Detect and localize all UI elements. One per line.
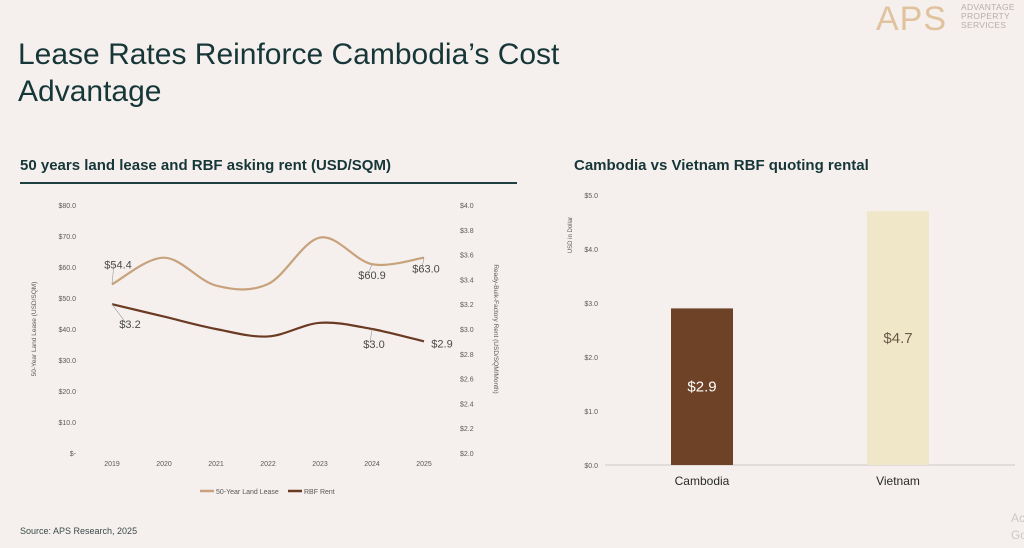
right-axis-tick-label: $3.2 (460, 302, 474, 309)
left-axis-tick-label: $50.0 (58, 296, 76, 303)
x-axis-tick-label: 2023 (312, 461, 328, 468)
right-axis-tick-label: $3.0 (460, 327, 474, 334)
page-title: Lease Rates Reinforce Cambodia’s Cost Ad… (18, 38, 560, 108)
legend-label-rbf-rent: RBF Rent (304, 489, 335, 496)
bar-data-label: $4.7 (883, 330, 912, 347)
x-axis-tick-label: 2022 (260, 461, 276, 468)
left-axis-tick-label: $- (70, 451, 77, 458)
right-axis-tick-label: $2.4 (460, 401, 474, 408)
rbf-rent-data-label: $3.0 (363, 339, 384, 351)
left-axis-tick-label: $30.0 (58, 358, 76, 365)
right-axis-tick-label: $2.6 (460, 377, 474, 384)
x-axis-tick-label: 2021 (208, 461, 224, 468)
x-axis-tick-label: 2020 (156, 461, 172, 468)
bar-chart: $5.0 $4.0 $3.0 $2.0 $1.0 $0.0 USD in Dollar $2.… (568, 193, 1015, 488)
logo-text: ADVANTAGE PROPERTY SERVICES (961, 3, 1015, 30)
right-axis-tick-label: $2.0 (460, 451, 474, 458)
land-lease-data-label: $63.0 (412, 264, 440, 276)
bar-cambodia (671, 308, 733, 465)
data-label-leader (421, 257, 425, 268)
logo-line: SERVICES (961, 20, 1007, 30)
data-label-leader (369, 328, 373, 344)
left-axis-title: 50-Year Land Lease (USD/SQM) (31, 282, 38, 377)
line-chart-title: 50 years land lease and RBF asking rent … (20, 157, 391, 174)
y-axis-tick-label: $5.0 (584, 193, 598, 200)
aps-logo: APS ADVANTAGE PROPERTY SERVICES (876, 1, 1024, 39)
logo-line: PROPERTY (961, 11, 1011, 21)
y-axis-tick-label: $4.0 (584, 247, 598, 254)
right-axis-title: Ready-Bulk-Factory Rent (USD/SQM/Month) (492, 264, 499, 393)
left-axis-tick-label: $80.0 (58, 203, 76, 210)
right-axis-tick-label: $2.2 (460, 426, 474, 433)
logo-line: ADVANTAGE (961, 2, 1015, 12)
source-note: Source: APS Research, 2025 (20, 526, 138, 536)
x-axis-tick-label: 2019 (104, 461, 120, 468)
right-axis-tick-label: $3.6 (460, 253, 474, 260)
bar-data-label: $2.9 (687, 379, 716, 396)
category-label: Cambodia (675, 474, 730, 488)
y-axis-tick-label: $1.0 (584, 409, 598, 416)
data-label-leader (111, 263, 115, 285)
logo-mark: APS (876, 0, 948, 38)
rbf-rent-line (111, 303, 425, 343)
right-axis-tick-label: $2.8 (460, 352, 474, 359)
left-axis-tick-label: $20.0 (58, 389, 76, 396)
data-label-leader (367, 264, 373, 275)
line-chart: $80.0 $70.0 $60.0 $50.0 $40.0 $30.0 $20.0 $10.0… (31, 203, 499, 496)
left-axis-tick-label: $70.0 (58, 234, 76, 241)
corner-line: Go (1011, 528, 1024, 542)
data-label-leader (111, 304, 127, 324)
rbf-rent-data-label: $3.2 (119, 319, 140, 331)
right-axis-tick-label: $3.8 (460, 228, 474, 235)
y-axis-tick-label: $2.0 (584, 355, 598, 362)
rbf-rent-data-label: $2.9 (431, 338, 452, 350)
left-axis-tick-label: $40.0 (58, 327, 76, 334)
heading-divider (20, 182, 517, 184)
corner-watermark: Ac Go (1011, 510, 1024, 544)
land-lease-data-label: $60.9 (358, 270, 386, 282)
land-lease-data-label: $54.4 (104, 259, 132, 271)
x-axis-tick-label: 2024 (364, 461, 380, 468)
y-axis-tick-label: $0.0 (584, 463, 598, 470)
y-axis-tick-label: $3.0 (584, 301, 598, 308)
right-axis-tick-label: $3.4 (460, 277, 474, 284)
y-axis-title: USD in Dollar (568, 217, 574, 253)
left-axis-tick-label: $10.0 (58, 420, 76, 427)
bar-vietnam (867, 211, 929, 465)
corner-line: Ac (1011, 511, 1024, 525)
legend-label-land-lease: 50-Year Land Lease (216, 489, 279, 496)
category-label: Vietnam (876, 474, 920, 488)
x-axis-tick-label: 2025 (416, 461, 432, 468)
right-axis-tick-label: $4.0 (460, 203, 474, 210)
left-axis-tick-label: $60.0 (58, 265, 76, 272)
bar-chart-title: Cambodia vs Vietnam RBF quoting rental (574, 157, 869, 174)
